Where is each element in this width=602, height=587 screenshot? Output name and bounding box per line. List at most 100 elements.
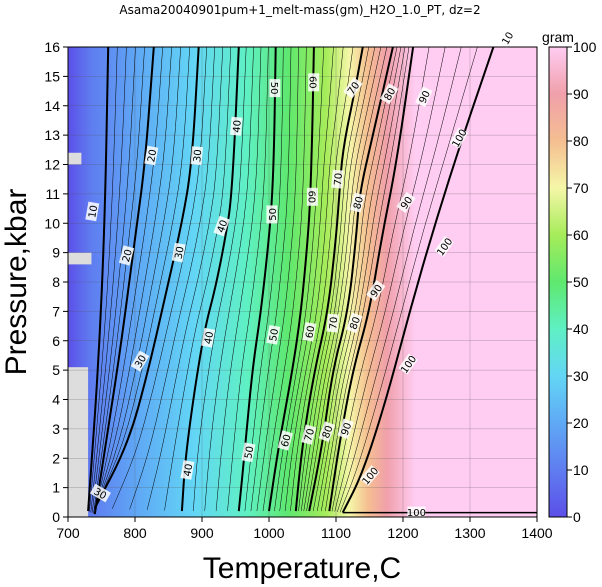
contour-label-bg bbox=[89, 483, 111, 503]
y-tick-label: 7 bbox=[52, 303, 60, 319]
x-tick-label: 900 bbox=[190, 525, 214, 541]
minor-contour-line bbox=[204, 47, 254, 512]
minor-contour-line bbox=[244, 47, 284, 512]
contour-label: 60 bbox=[277, 430, 294, 451]
contour-label-text: 60 bbox=[307, 76, 318, 89]
y-tick-label: 0 bbox=[52, 509, 60, 525]
no-data-region bbox=[68, 152, 82, 165]
y-tick-label: 10 bbox=[44, 215, 60, 231]
x-tick-label: 1400 bbox=[521, 525, 552, 541]
contour-label-bg bbox=[144, 145, 159, 166]
y-tick-label: 12 bbox=[44, 157, 60, 173]
major-contours bbox=[87, 47, 537, 515]
colorbar-gradient bbox=[548, 46, 568, 518]
colorbar-tick-label: 20 bbox=[573, 415, 589, 431]
y-tick-label: 13 bbox=[44, 127, 60, 143]
minor-contour-line bbox=[146, 47, 224, 510]
contour-line-50 bbox=[237, 47, 277, 512]
contour-label: 50 bbox=[266, 205, 279, 224]
contour-label-bg bbox=[497, 27, 517, 49]
colorbar-tick-label: 60 bbox=[573, 227, 589, 243]
minor-contour-line bbox=[90, 47, 127, 513]
contour-label-bg bbox=[337, 418, 354, 440]
contour-line-80 bbox=[308, 47, 394, 512]
contour-label-bg bbox=[201, 327, 216, 348]
x-tick-label: 1200 bbox=[387, 525, 418, 541]
contour-label: 80 bbox=[346, 312, 363, 334]
contour-label-text: 50 bbox=[243, 445, 256, 459]
contour-label: 40 bbox=[213, 215, 231, 237]
contour-label-bg bbox=[171, 242, 186, 263]
contour-label: 100 bbox=[407, 506, 426, 519]
contour-label: 80 bbox=[318, 421, 336, 442]
minor-contour-line bbox=[303, 47, 382, 512]
minor-contour-line bbox=[290, 47, 354, 512]
contour-label-text: 90 bbox=[340, 421, 355, 437]
colorbar-label: gram bbox=[542, 29, 574, 45]
minor-contour-line bbox=[300, 47, 376, 512]
contour-label: 70 bbox=[326, 313, 340, 333]
no-data-region bbox=[68, 252, 92, 265]
contour-label-text: 30 bbox=[192, 149, 204, 163]
contour-label-bg bbox=[306, 187, 318, 206]
contour-label-bg bbox=[379, 83, 399, 105]
minor-contour-line bbox=[331, 47, 430, 512]
y-tick-label: 2 bbox=[52, 450, 60, 466]
contour-label-text: 80 bbox=[321, 424, 336, 440]
minor-contour-line bbox=[262, 47, 307, 512]
contour-label-bg bbox=[366, 279, 386, 302]
contour-label-bg bbox=[349, 192, 366, 213]
y-tick-label: 14 bbox=[44, 98, 60, 114]
contour-label-text: 40 bbox=[182, 463, 195, 477]
colorbar-tick-label: 80 bbox=[573, 133, 589, 149]
contour-label: 10 bbox=[85, 201, 100, 222]
y-tick-label: 5 bbox=[52, 362, 60, 378]
contour-label-text: 60 bbox=[280, 433, 294, 448]
contour-label: 30 bbox=[190, 146, 204, 166]
contour-label: 50 bbox=[268, 79, 281, 98]
contour-label: 10 bbox=[497, 27, 517, 49]
minor-contour-line bbox=[93, 47, 145, 514]
minor-contour-line bbox=[274, 47, 324, 512]
contour-label-bg bbox=[302, 321, 317, 342]
contour-label: 80 bbox=[349, 192, 366, 213]
contour-label-bg bbox=[190, 146, 204, 166]
y-tick-label: 6 bbox=[52, 333, 60, 349]
minor-contour-line bbox=[94, 47, 190, 510]
chart-title: Asama20040901pum+1_melt-mass(gm)_H2O_1.0… bbox=[119, 3, 480, 17]
x-axis-label: Temperature,C bbox=[203, 552, 401, 585]
contour-label-bg bbox=[434, 235, 454, 258]
minor-contour-line bbox=[337, 47, 462, 513]
contour-label-bg bbox=[118, 245, 135, 266]
minor-contour-line bbox=[94, 47, 181, 511]
contour-label-bg bbox=[449, 127, 469, 149]
minor-contour-line bbox=[334, 47, 446, 512]
x-tick-label: 1300 bbox=[454, 525, 485, 541]
contour-label: 90 bbox=[415, 86, 433, 108]
minor-contour-line bbox=[284, 47, 344, 512]
contour-label: 40 bbox=[230, 116, 244, 136]
contour-label-text: 40 bbox=[216, 219, 231, 235]
contour-line-100 bbox=[341, 47, 495, 514]
contour-label: 70 bbox=[331, 169, 345, 189]
contour-label-bg bbox=[230, 116, 243, 136]
contour-label-text: 50 bbox=[268, 82, 279, 95]
no-data-region bbox=[68, 367, 89, 517]
contour-line-20 bbox=[93, 47, 155, 515]
contour-label-text: 100 bbox=[407, 508, 426, 519]
colorbar-tick-label: 40 bbox=[573, 321, 589, 337]
minor-contour-line bbox=[298, 47, 370, 512]
contour-label-text: 10 bbox=[87, 204, 100, 218]
minor-contour-line bbox=[306, 47, 388, 512]
contour-label-bg bbox=[407, 506, 426, 518]
colorbar-tick-label: 10 bbox=[573, 462, 589, 478]
contour-label-bg bbox=[277, 430, 293, 451]
contour-label-text: 20 bbox=[121, 248, 135, 263]
x-tick-label: 1100 bbox=[321, 525, 351, 541]
contour-line-60 bbox=[268, 47, 315, 512]
contour-label-text: 70 bbox=[328, 316, 340, 330]
contour-label-bg bbox=[331, 169, 344, 189]
minor-contour-line bbox=[89, 47, 118, 512]
colorbar-tick-label: 90 bbox=[573, 86, 589, 102]
